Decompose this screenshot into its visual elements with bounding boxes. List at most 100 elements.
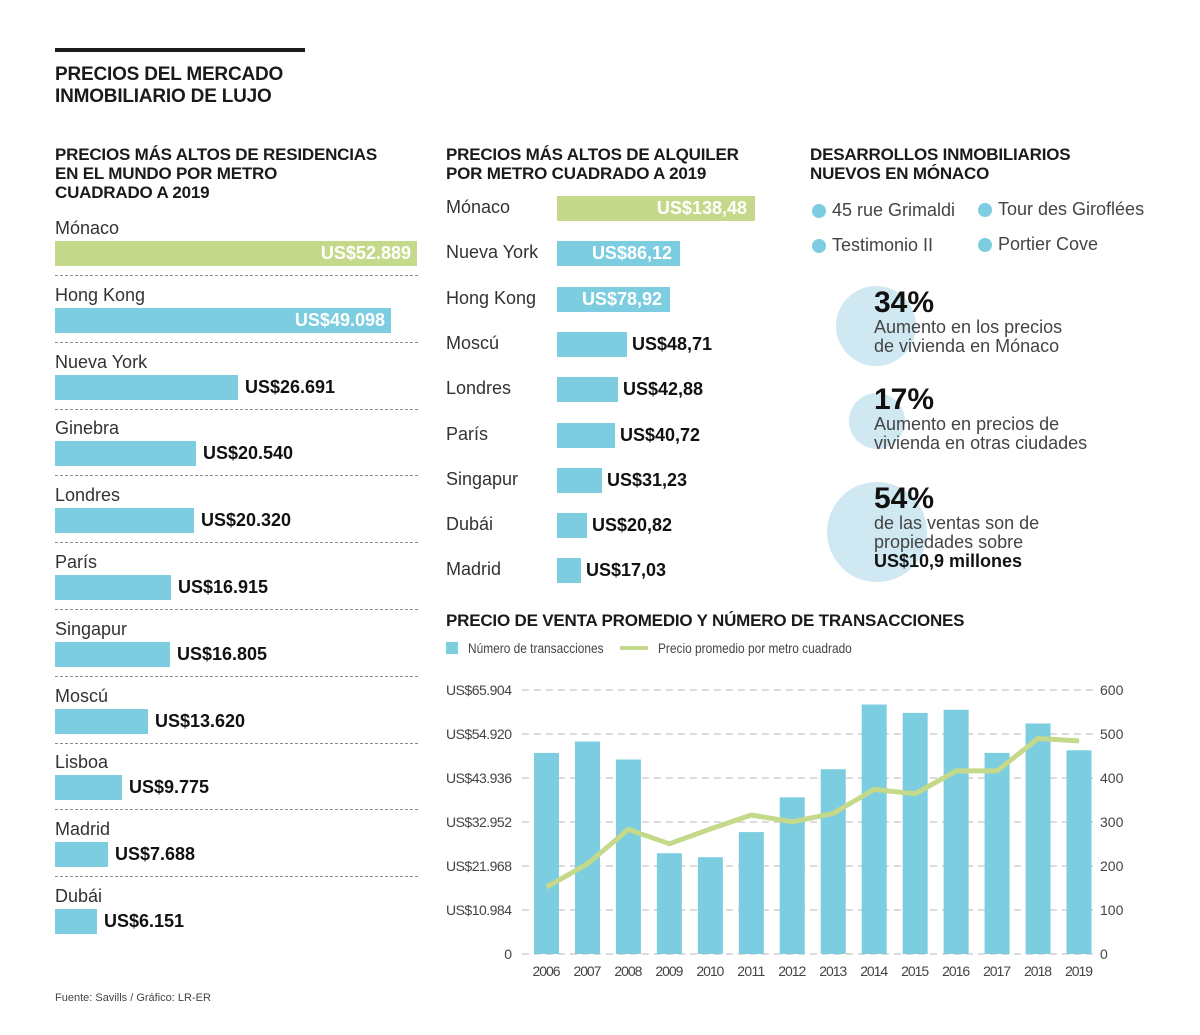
bar bbox=[557, 286, 670, 312]
transactions-bar bbox=[534, 752, 559, 954]
combo-chart-legend: Número de transacciones Precio promedio … bbox=[446, 640, 886, 656]
stat-description: propiedades sobre bbox=[874, 532, 1024, 552]
value-label: US$20.320 bbox=[201, 510, 292, 531]
transactions-bar bbox=[1066, 750, 1092, 954]
development-item: Tour des Giroflées bbox=[978, 199, 1144, 220]
transactions-bar bbox=[738, 832, 764, 954]
developments-title: DESARROLLOS INMOBILIARIOS NUEVOS EN MÓNA… bbox=[810, 145, 1150, 183]
value-label: US$16.805 bbox=[177, 643, 268, 664]
bar bbox=[55, 241, 417, 266]
city-label: Nueva York bbox=[446, 242, 539, 263]
stat-block: 34% Aumento en los precios de vivienda e… bbox=[874, 288, 1062, 356]
transactions-bar bbox=[697, 857, 723, 954]
value-label: US$49.098 bbox=[294, 309, 385, 330]
developments-title-line: DESARROLLOS INMOBILIARIOS bbox=[810, 145, 1071, 164]
legend-line-swatch-icon bbox=[620, 646, 648, 650]
city-label: Singapur bbox=[55, 618, 128, 639]
city-label: Londres bbox=[446, 378, 512, 399]
city-label: Hong Kong bbox=[446, 287, 537, 308]
bar bbox=[55, 374, 238, 400]
x-axis-tick-label: 2015 bbox=[901, 963, 929, 979]
row-divider bbox=[55, 809, 418, 811]
transactions-bar bbox=[984, 752, 1010, 954]
x-axis-tick-label: 2019 bbox=[1065, 963, 1093, 979]
development-name: 45 rue Grimaldi bbox=[832, 200, 956, 220]
stat-description: de las ventas son de bbox=[874, 513, 1040, 533]
price-point bbox=[955, 770, 957, 772]
bullet-dot-icon bbox=[812, 238, 826, 253]
stat-description: Aumento en los precios bbox=[874, 317, 1063, 337]
development-item: Testimonio II bbox=[812, 235, 933, 256]
value-label: US$20,82 bbox=[592, 515, 673, 536]
value-label: US$7.688 bbox=[115, 844, 196, 865]
development-name: Portier Cove bbox=[998, 234, 1099, 254]
legend-bar-swatch-icon bbox=[446, 642, 458, 654]
development-name: Tour des Giroflées bbox=[998, 199, 1145, 219]
right-axis-tick-label: 600 bbox=[1100, 682, 1124, 698]
rentals-bar-chart: Mónaco US$138,48 Nueva York US$86,12 Hong Ko… bbox=[0, 0, 800, 600]
price-point bbox=[627, 828, 629, 830]
value-label: US$86,12 bbox=[591, 243, 672, 264]
stat-description: de vivienda en Mónaco bbox=[874, 336, 1060, 356]
city-label: Moscú bbox=[446, 332, 500, 353]
value-label: US$52.889 bbox=[320, 243, 411, 263]
price-point bbox=[791, 821, 793, 823]
value-label: US$16.915 bbox=[178, 577, 269, 597]
city-label: Moscú bbox=[55, 685, 109, 706]
price-line bbox=[545, 736, 1080, 890]
stat-highlight: US$10,9 millones bbox=[874, 551, 1023, 571]
city-label: Londres bbox=[55, 485, 121, 506]
stat-percentage: 54% bbox=[874, 482, 935, 515]
bullet-dot-icon bbox=[978, 237, 992, 252]
left-axis-tick-label: US$54.920 bbox=[446, 726, 512, 742]
right-axis-tick-label: 400 bbox=[1100, 770, 1124, 786]
transactions-bar bbox=[902, 712, 928, 954]
price-point bbox=[914, 793, 916, 795]
bar bbox=[557, 422, 615, 448]
stat-circle bbox=[827, 482, 927, 582]
row-divider bbox=[55, 408, 418, 410]
value-label: US$42,88 bbox=[623, 379, 704, 400]
x-axis-tick-label: 2018 bbox=[1024, 963, 1052, 979]
value-label: US$20.540 bbox=[203, 443, 294, 464]
value-label: US$48,71 bbox=[632, 333, 713, 354]
left-axis-tick-label: US$65.904 bbox=[446, 682, 512, 698]
development-item: Portier Cove bbox=[978, 234, 1098, 255]
bar bbox=[55, 508, 194, 534]
x-axis-tick-label: 2006 bbox=[533, 963, 561, 979]
city-label: Dubái bbox=[446, 514, 494, 535]
price-point bbox=[1078, 740, 1080, 742]
right-axis-tick-label: 300 bbox=[1100, 814, 1124, 830]
right-axis-tick-label: 100 bbox=[1100, 902, 1124, 918]
x-axis-tick-label: 2010 bbox=[696, 963, 724, 979]
development-name: Testimonio II bbox=[832, 235, 934, 255]
value-label: US$26.691 bbox=[245, 376, 336, 397]
city-label: Lisboa bbox=[55, 752, 109, 773]
stat-description: Aumento en precios de bbox=[874, 414, 1060, 434]
city-label: Mónaco bbox=[55, 218, 120, 238]
rentals-title: PRECIOS MÁS ALTOS DE ALQUILER POR METRO … bbox=[446, 145, 786, 183]
developments-title-line: NUEVOS EN MÓNACO bbox=[810, 164, 990, 183]
residences-title-line: PRECIOS MÁS ALTOS DE RESIDENCIAS bbox=[55, 145, 377, 164]
value-label: US$31,23 bbox=[607, 469, 688, 490]
development-item: 45 rue Grimaldi bbox=[812, 200, 955, 221]
legend-label-price: Precio promedio por metro cuadrado bbox=[658, 640, 852, 656]
transactions-bar bbox=[1025, 723, 1051, 954]
bar bbox=[557, 467, 602, 493]
stat-percentage: 34% bbox=[874, 286, 935, 319]
bar bbox=[557, 558, 581, 584]
stat-block: 54% de las ventas son de propiedades sob… bbox=[874, 484, 1039, 571]
city-label: Dubái bbox=[55, 886, 103, 906]
value-label: US$78,92 bbox=[581, 288, 662, 309]
row-divider bbox=[55, 876, 418, 878]
transactions-bar bbox=[943, 709, 969, 954]
bar bbox=[55, 775, 122, 801]
x-axis-tick-label: 2014 bbox=[860, 963, 888, 979]
value-label: US$40,72 bbox=[620, 424, 701, 445]
price-point bbox=[709, 828, 711, 830]
price-point bbox=[586, 863, 588, 865]
x-axis-tick-label: 2007 bbox=[573, 963, 601, 979]
residences-title-line: EN EL MUNDO POR METRO bbox=[55, 164, 278, 183]
city-label: París bbox=[446, 423, 489, 444]
